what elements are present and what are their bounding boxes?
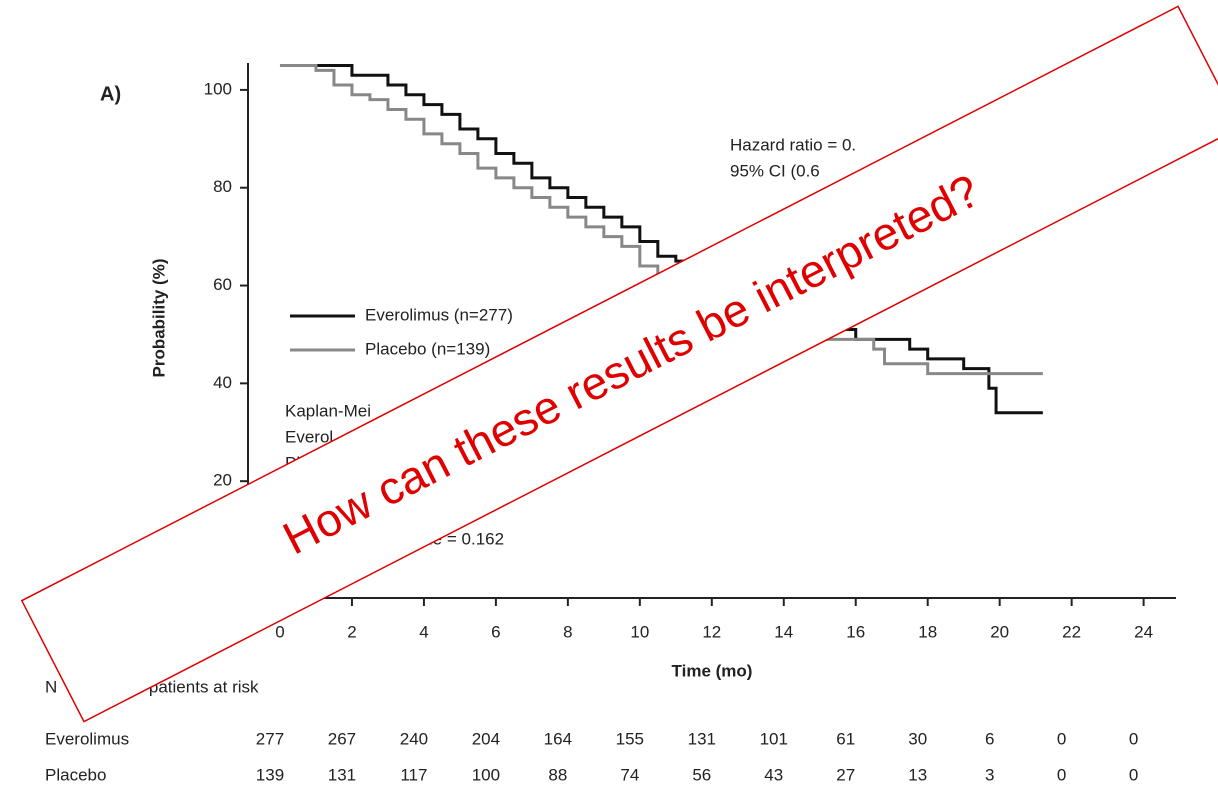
x-axis-label: Time (mo) [672, 661, 753, 680]
overlay: How can these results be interpreted? [20, 5, 1218, 723]
y-tick-label: 80 [213, 177, 232, 196]
risk-row-label: Placebo [45, 765, 106, 784]
overlay-text: How can these results be interpreted? [275, 164, 988, 564]
x-tick-label: 0 [275, 622, 284, 641]
risk-row-label: Everolimus [45, 729, 129, 748]
y-tick-label: 100 [204, 79, 232, 98]
risk-value: 100 [472, 765, 500, 784]
risk-value: 27 [836, 765, 855, 784]
risk-value: 0 [1057, 729, 1066, 748]
risk-value: 277 [256, 729, 284, 748]
risk-value: 139 [256, 765, 284, 784]
x-tick-label: 24 [1134, 622, 1153, 641]
risk-value: 0 [1129, 729, 1138, 748]
overlay-box [20, 5, 1218, 723]
x-tick-label: 22 [1062, 622, 1081, 641]
risk-table-title: N [45, 677, 57, 696]
risk-value: 13 [908, 765, 927, 784]
risk-value: 164 [544, 729, 572, 748]
risk-value: 101 [760, 729, 788, 748]
annotation: Hazard ratio = 0. [730, 135, 856, 154]
x-tick-label: 16 [846, 622, 865, 641]
panel-label: A) [100, 83, 121, 105]
x-tick-label: 20 [990, 622, 1009, 641]
risk-value: 0 [1129, 765, 1138, 784]
risk-value: 0 [1057, 765, 1066, 784]
x-tick-label: 4 [419, 622, 428, 641]
risk-value: 56 [692, 765, 711, 784]
x-tick-label: 10 [630, 622, 649, 641]
x-tick-label: 2 [347, 622, 356, 641]
x-tick-label: 18 [918, 622, 937, 641]
risk-value: 131 [688, 729, 716, 748]
x-tick-label: 8 [563, 622, 572, 641]
risk-table-title: of patients at risk [130, 677, 259, 696]
risk-value: 267 [328, 729, 356, 748]
annotation: Everol [285, 427, 333, 446]
risk-value: 61 [836, 729, 855, 748]
legend-label: Everolimus (n=277) [365, 305, 513, 324]
x-tick-label: 12 [702, 622, 721, 641]
annotation: 95% CI (0.6 [730, 161, 820, 180]
legend-label: Placebo (n=139) [365, 339, 490, 358]
risk-value: 74 [620, 765, 639, 784]
y-axis-label: Probability (%) [149, 258, 168, 377]
risk-value: 43 [764, 765, 783, 784]
risk-value: 117 [400, 765, 427, 784]
risk-value: 155 [616, 729, 644, 748]
risk-value: 6 [985, 729, 994, 748]
risk-value: 240 [400, 729, 428, 748]
x-tick-label: 6 [491, 622, 500, 641]
risk-value: 88 [548, 765, 567, 784]
risk-value: 30 [908, 729, 927, 748]
risk-value: 204 [472, 729, 500, 748]
annotation: Kaplan-Mei [285, 401, 371, 420]
y-tick-label: 60 [213, 275, 232, 294]
x-tick-label: 14 [774, 622, 793, 641]
y-tick-label: 40 [213, 373, 232, 392]
risk-value: 3 [985, 765, 994, 784]
risk-value: 131 [328, 765, 356, 784]
survival-curve [279, 63, 1043, 415]
y-tick-label: 20 [213, 471, 232, 490]
